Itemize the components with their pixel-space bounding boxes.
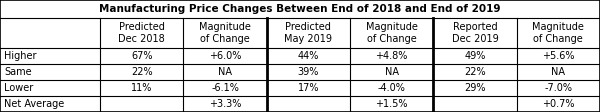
Text: Magnitude
of Change: Magnitude of Change: [366, 22, 418, 44]
Text: -7.0%: -7.0%: [544, 83, 572, 93]
Text: 29%: 29%: [464, 83, 486, 93]
Text: Magnitude
of Change: Magnitude of Change: [532, 22, 584, 44]
Text: Higher: Higher: [4, 51, 37, 61]
Text: 22%: 22%: [464, 67, 486, 77]
Text: Net Average: Net Average: [4, 99, 64, 109]
Text: +0.7%: +0.7%: [542, 99, 575, 109]
Text: 49%: 49%: [464, 51, 485, 61]
Text: NA: NA: [385, 67, 398, 77]
Text: 44%: 44%: [298, 51, 319, 61]
Text: 39%: 39%: [298, 67, 319, 77]
Text: NA: NA: [218, 67, 232, 77]
Text: +6.0%: +6.0%: [209, 51, 241, 61]
Text: +4.8%: +4.8%: [376, 51, 408, 61]
Text: +3.3%: +3.3%: [209, 99, 241, 109]
Text: +1.5%: +1.5%: [376, 99, 408, 109]
Text: 11%: 11%: [131, 83, 152, 93]
Text: Magnitude
of Change: Magnitude of Change: [199, 22, 251, 44]
Text: 17%: 17%: [298, 83, 319, 93]
Text: 67%: 67%: [131, 51, 152, 61]
Text: Predicted
May 2019: Predicted May 2019: [284, 22, 332, 44]
Text: +5.6%: +5.6%: [542, 51, 575, 61]
Text: Reported
Dec 2019: Reported Dec 2019: [452, 22, 499, 44]
Text: Predicted
Dec 2018: Predicted Dec 2018: [118, 22, 165, 44]
Text: Lower: Lower: [4, 83, 33, 93]
Text: Manufacturing Price Changes Between End of 2018 and End of 2019: Manufacturing Price Changes Between End …: [99, 4, 501, 14]
Text: 22%: 22%: [131, 67, 152, 77]
Text: -6.1%: -6.1%: [211, 83, 239, 93]
Text: Same: Same: [4, 67, 32, 77]
Text: -4.0%: -4.0%: [378, 83, 406, 93]
Text: NA: NA: [551, 67, 565, 77]
